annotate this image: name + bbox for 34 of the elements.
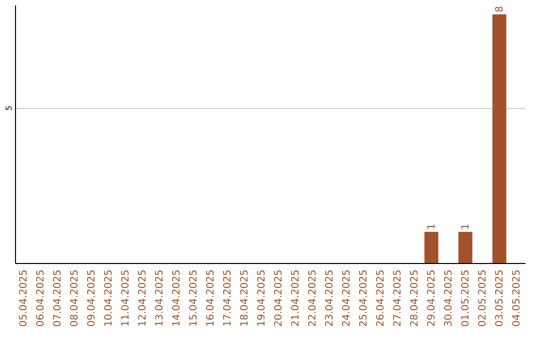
x-tick-label: 19.04.2025 <box>256 270 268 327</box>
x-tick-label: 28.04.2025 <box>409 270 420 327</box>
y-tick-label: 5 <box>4 106 14 111</box>
x-tick-label: 27.04.2025 <box>392 270 404 327</box>
x-tick-label: 22.04.2025 <box>307 270 318 327</box>
x-tick-label: 11.04.2025 <box>120 270 132 327</box>
data-label: 1 <box>426 224 438 230</box>
x-tick-label: 08.04.2025 <box>70 270 81 327</box>
x-tick-label: 02.05.2025 <box>477 270 488 327</box>
x-tick-label: 05.04.2025 <box>18 270 30 327</box>
x-tick-label: 23.04.2025 <box>324 270 336 327</box>
data-label: 8 <box>494 6 506 12</box>
x-tick-label: 13.04.2025 <box>154 270 166 327</box>
x-tick-label: 07.04.2025 <box>52 270 64 327</box>
x-tick-label: 17.04.2025 <box>222 270 234 327</box>
x-tick-label: 01.05.2025 <box>460 270 472 327</box>
x-tick-label: 12.04.2025 <box>138 270 149 327</box>
x-tick-label: 16.04.2025 <box>206 270 217 327</box>
x-tick-label: 18.04.2025 <box>240 270 251 327</box>
x-tick-label: 09.04.2025 <box>86 270 98 327</box>
x-tick-label: 10.04.2025 <box>104 270 115 327</box>
x-tick-label: 29.04.2025 <box>426 270 438 327</box>
data-label: 1 <box>460 224 472 230</box>
x-tick-label: 14.04.2025 <box>172 270 183 327</box>
x-tick-label: 26.04.2025 <box>375 270 386 327</box>
x-tick-label: 06.04.2025 <box>36 270 47 327</box>
x-tick-label: 30.04.2025 <box>443 270 454 327</box>
x-tick-label: 15.04.2025 <box>188 270 200 327</box>
x-tick-label: 24.04.2025 <box>341 270 352 327</box>
x-tick-label: 25.04.2025 <box>358 270 370 327</box>
x-tick-label: 04.05.2025 <box>511 270 522 327</box>
x-tick-label: 03.05.2025 <box>494 270 506 327</box>
x-tick-label: 20.04.2025 <box>273 270 284 327</box>
x-tick-label: 21.04.2025 <box>290 270 302 327</box>
